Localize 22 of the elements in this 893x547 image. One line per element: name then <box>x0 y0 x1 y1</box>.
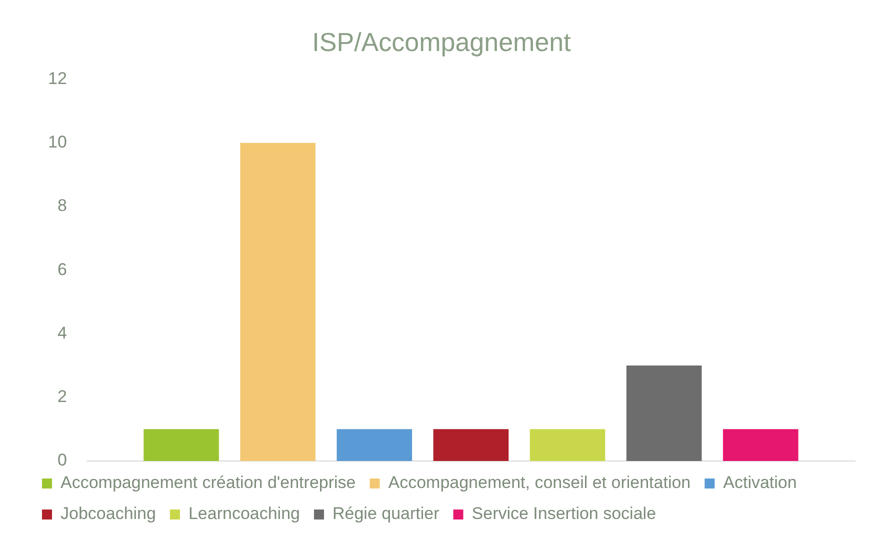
chart-title: ISP/Accompagnement <box>312 26 572 57</box>
legend-label: Régie quartier <box>332 504 440 524</box>
bar <box>144 429 219 461</box>
y-tick-label: 4 <box>57 323 67 342</box>
legend-label: Accompagnement, conseil et orientation <box>388 473 691 492</box>
bar <box>626 366 702 461</box>
y-tick-label: 8 <box>57 196 67 216</box>
legend-label: Service Insertion sociale <box>472 504 656 524</box>
bar <box>240 142 316 461</box>
legend-label: Learncoaching <box>188 504 300 524</box>
y-tick-label: 2 <box>57 387 67 406</box>
legend-label: Jobcoaching <box>60 504 156 524</box>
y-tick-label: 6 <box>57 260 67 279</box>
legend-label: Accompagnement création d'entreprise <box>60 473 356 492</box>
legend-label: Activation <box>723 473 797 492</box>
y-tick-label: 10 <box>48 132 67 152</box>
bar <box>433 429 509 461</box>
y-tick-label: 0 <box>57 450 67 470</box>
bar <box>722 429 798 461</box>
y-tick-label: 12 <box>48 68 67 88</box>
bar <box>336 429 412 461</box>
bar <box>530 429 606 461</box>
